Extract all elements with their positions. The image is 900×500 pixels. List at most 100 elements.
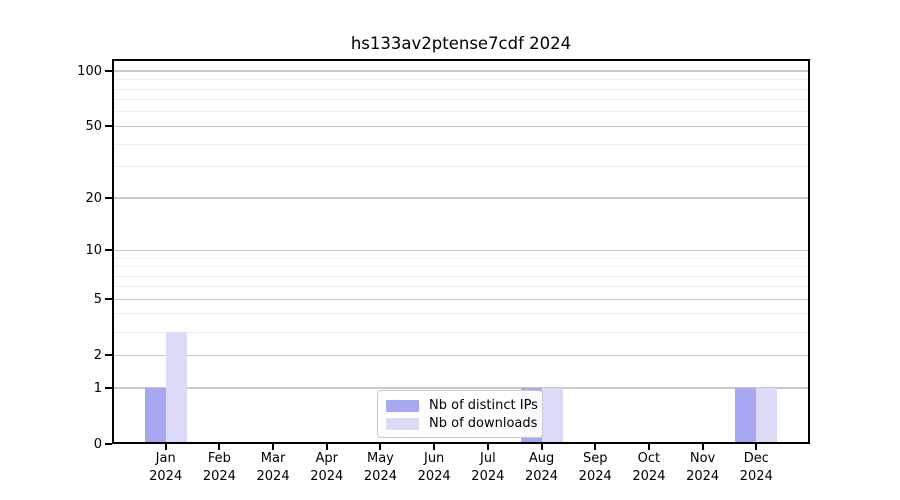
x-tick-label-month: Nov bbox=[689, 451, 716, 466]
x-tick bbox=[325, 444, 328, 450]
x-tick-label-year: 2024 bbox=[363, 468, 397, 484]
x-tick bbox=[701, 444, 704, 450]
x-tick-label-year: 2024 bbox=[632, 468, 666, 484]
y-tick bbox=[105, 249, 112, 252]
x-tick-label-month: Aug bbox=[528, 451, 555, 466]
gridline-minor bbox=[114, 286, 808, 288]
x-tick-label-year: 2024 bbox=[471, 468, 505, 484]
x-tick-label-month: May bbox=[367, 451, 394, 466]
gridline-minor bbox=[114, 79, 808, 81]
x-tick-label: May 2024 bbox=[347, 450, 413, 485]
y-tick-label: 10 bbox=[85, 242, 102, 258]
y-tick-label: 2 bbox=[93, 347, 102, 363]
gridline-major bbox=[114, 249, 808, 252]
gridline-major bbox=[114, 70, 808, 72]
x-tick-label-month: Mar bbox=[260, 451, 286, 466]
axis-spine-left bbox=[112, 59, 114, 444]
bar-downloads-jan-2024 bbox=[165, 332, 187, 444]
y-tick bbox=[105, 70, 112, 73]
x-tick-label: Jun 2024 bbox=[401, 450, 467, 485]
x-tick bbox=[218, 444, 221, 450]
legend-item-distinct-ips: Nb of distinct IPs bbox=[386, 397, 538, 414]
x-tick-label-month: Sep bbox=[582, 451, 608, 466]
legend-label-downloads: Nb of downloads bbox=[429, 416, 538, 431]
gridline-minor bbox=[114, 88, 808, 90]
x-tick-label: Feb 2024 bbox=[186, 450, 252, 485]
axis-spine-top bbox=[112, 59, 810, 61]
gridline-major bbox=[114, 125, 808, 128]
y-tick bbox=[105, 387, 112, 389]
x-tick-label: Jul 2024 bbox=[455, 450, 521, 485]
x-tick-label: Jan 2024 bbox=[133, 450, 199, 485]
x-tick-label-month: Dec bbox=[743, 451, 769, 466]
gridline-major bbox=[114, 298, 808, 300]
legend-swatch-downloads bbox=[386, 417, 419, 430]
x-tick bbox=[540, 444, 543, 450]
x-tick-label-month: Jun bbox=[423, 451, 445, 466]
x-tick-label-month: Oct bbox=[637, 451, 661, 466]
gridline-minor bbox=[114, 166, 808, 168]
x-tick bbox=[164, 444, 167, 450]
x-tick bbox=[272, 444, 275, 450]
x-tick-label: Mar 2024 bbox=[240, 450, 306, 485]
x-tick bbox=[486, 444, 489, 450]
gridline-minor bbox=[114, 99, 808, 101]
x-tick-label-year: 2024 bbox=[524, 468, 559, 484]
x-tick bbox=[379, 444, 382, 450]
gridline-major bbox=[114, 354, 808, 356]
y-tick-label: 5 bbox=[93, 291, 102, 307]
x-tick bbox=[755, 444, 758, 450]
gridline-minor bbox=[114, 275, 808, 277]
gridline-minor bbox=[114, 331, 808, 333]
y-tick-label: 50 bbox=[85, 118, 102, 134]
gridline-major bbox=[114, 197, 808, 199]
y-tick bbox=[105, 197, 112, 200]
bar-distinct-ips-dec-2024 bbox=[735, 388, 757, 444]
chart-title: hs133av2ptense7cdf 2024 bbox=[350, 34, 572, 53]
gridline-minor bbox=[114, 266, 808, 267]
x-tick-label: Aug 2024 bbox=[509, 450, 575, 485]
axis-spine-right bbox=[808, 59, 810, 444]
x-tick-label: Dec 2024 bbox=[723, 450, 789, 485]
x-tick-label: Oct 2024 bbox=[616, 450, 682, 485]
plot-area bbox=[112, 59, 810, 444]
legend-swatch-distinct-ips bbox=[386, 399, 419, 412]
y-tick-label: 0 bbox=[93, 436, 102, 452]
x-tick-label-year: 2024 bbox=[417, 468, 451, 484]
x-tick bbox=[594, 444, 597, 450]
x-tick-label-month: Jul bbox=[480, 451, 496, 466]
y-tick bbox=[105, 354, 112, 357]
axis-spine-bottom bbox=[112, 442, 810, 444]
y-tick bbox=[105, 298, 112, 301]
y-tick-label: 1 bbox=[93, 380, 102, 396]
gridline-minor bbox=[114, 313, 808, 315]
gridline-minor bbox=[114, 111, 808, 113]
x-tick-label-month: Apr bbox=[315, 451, 339, 466]
x-tick-label-year: 2024 bbox=[202, 468, 236, 484]
x-tick-label-year: 2024 bbox=[310, 468, 344, 484]
x-tick-label: Apr 2024 bbox=[294, 450, 360, 485]
x-tick-label-year: 2024 bbox=[149, 468, 183, 484]
y-tick-label: 100 bbox=[77, 63, 102, 79]
y-tick-label: 20 bbox=[85, 190, 102, 206]
gridline-minor bbox=[114, 257, 808, 259]
legend-label-distinct-ips: Nb of distinct IPs bbox=[429, 398, 538, 413]
bar-downloads-aug-2024 bbox=[541, 388, 563, 444]
gridline-minor bbox=[114, 143, 808, 145]
bar-distinct-ips-jan-2024 bbox=[144, 388, 166, 444]
y-tick bbox=[105, 443, 112, 445]
gridline-major bbox=[114, 387, 808, 389]
x-tick-label-year: 2024 bbox=[739, 468, 773, 484]
bar-downloads-dec-2024 bbox=[756, 388, 778, 444]
legend-item-downloads: Nb of downloads bbox=[386, 415, 538, 432]
x-tick-label: Sep 2024 bbox=[562, 450, 628, 485]
y-tick bbox=[105, 125, 112, 128]
x-tick-label-month: Jan bbox=[155, 451, 176, 466]
x-tick-label-month: Feb bbox=[207, 451, 231, 466]
x-tick-label-year: 2024 bbox=[578, 468, 612, 484]
x-tick-label-year: 2024 bbox=[686, 468, 720, 484]
x-tick bbox=[647, 444, 650, 450]
legend: Nb of distinct IPs Nb of downloads bbox=[377, 390, 543, 438]
x-tick bbox=[433, 444, 436, 450]
